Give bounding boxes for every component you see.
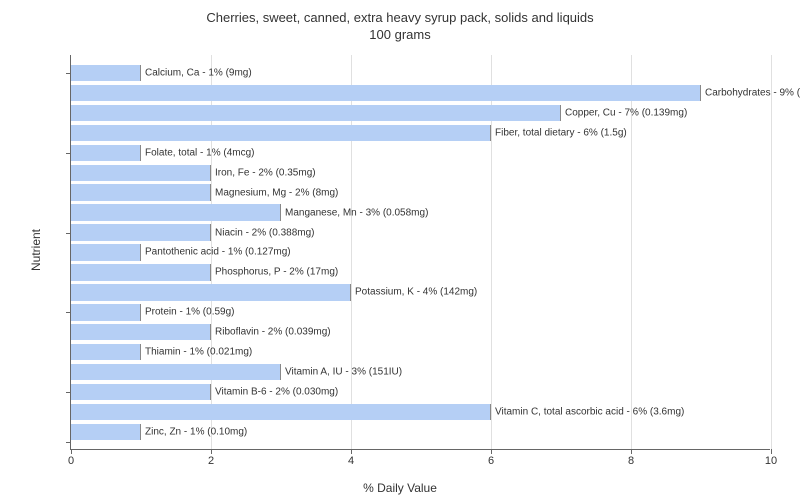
bar-label: Calcium, Ca - 1% (9mg) [145, 67, 252, 78]
bar [71, 85, 701, 101]
title-line1: Cherries, sweet, canned, extra heavy syr… [206, 10, 593, 25]
bar-label: Pantothenic acid - 1% (0.127mg) [145, 247, 291, 258]
bar-label: Zinc, Zn - 1% (0.10mg) [145, 427, 247, 438]
y-tick-mark [66, 73, 71, 74]
bar [71, 165, 211, 181]
bar-label: Thiamin - 1% (0.021mg) [145, 347, 252, 358]
bar-label: Manganese, Mn - 3% (0.058mg) [285, 207, 428, 218]
bar [71, 344, 141, 360]
x-tick-label: 10 [765, 455, 777, 467]
y-tick-mark [66, 233, 71, 234]
x-tick-label: 4 [348, 455, 354, 467]
bar-label: Riboflavin - 2% (0.039mg) [215, 327, 331, 338]
plot-area: 0246810Calcium, Ca - 1% (9mg)Carbohydrat… [70, 55, 770, 450]
bar [71, 324, 211, 340]
bar-label: Niacin - 2% (0.388mg) [215, 227, 314, 238]
bar-label: Copper, Cu - 7% (0.139mg) [565, 107, 687, 118]
bar [71, 364, 281, 380]
y-tick-mark [66, 442, 71, 443]
bar-label: Vitamin C, total ascorbic acid - 6% (3.6… [495, 407, 684, 418]
x-tick-mark [351, 449, 352, 454]
bar-label: Iron, Fe - 2% (0.35mg) [215, 167, 316, 178]
bar [71, 304, 141, 320]
bar [71, 145, 141, 161]
x-tick-mark [71, 449, 72, 454]
bar-label: Phosphorus, P - 2% (17mg) [215, 267, 338, 278]
bar [71, 105, 561, 121]
x-tick-label: 8 [628, 455, 634, 467]
bar [71, 184, 211, 200]
bar-label: Carbohydrates - 9% (26.23g) [705, 87, 800, 98]
x-tick-label: 2 [208, 455, 214, 467]
bar [71, 204, 281, 220]
bar [71, 284, 351, 300]
bar [71, 224, 211, 240]
x-tick-mark [211, 449, 212, 454]
bar-label: Folate, total - 1% (4mcg) [145, 147, 254, 158]
y-tick-mark [66, 312, 71, 313]
bar-label: Protein - 1% (0.59g) [145, 307, 235, 318]
y-tick-mark [66, 153, 71, 154]
bar-label: Fiber, total dietary - 6% (1.5g) [495, 127, 627, 138]
x-tick-label: 6 [488, 455, 494, 467]
chart-title: Cherries, sweet, canned, extra heavy syr… [0, 0, 800, 44]
bar [71, 125, 491, 141]
x-tick-mark [491, 449, 492, 454]
nutrient-chart: Cherries, sweet, canned, extra heavy syr… [0, 0, 800, 500]
bar [71, 65, 141, 81]
bar-label: Magnesium, Mg - 2% (8mg) [215, 187, 338, 198]
bar [71, 424, 141, 440]
bar-label: Vitamin B-6 - 2% (0.030mg) [215, 387, 338, 398]
x-tick-mark [631, 449, 632, 454]
bar [71, 404, 491, 420]
y-tick-mark [66, 392, 71, 393]
x-tick-label: 0 [68, 455, 74, 467]
bar-label: Vitamin A, IU - 3% (151IU) [285, 367, 402, 378]
y-axis-label: Nutrient [29, 229, 43, 271]
bar-label: Potassium, K - 4% (142mg) [355, 287, 477, 298]
title-line2: 100 grams [369, 27, 430, 42]
bar [71, 384, 211, 400]
x-axis-label: % Daily Value [363, 481, 437, 495]
bar [71, 244, 141, 260]
gridline [771, 55, 772, 449]
bar [71, 264, 211, 280]
x-tick-mark [771, 449, 772, 454]
